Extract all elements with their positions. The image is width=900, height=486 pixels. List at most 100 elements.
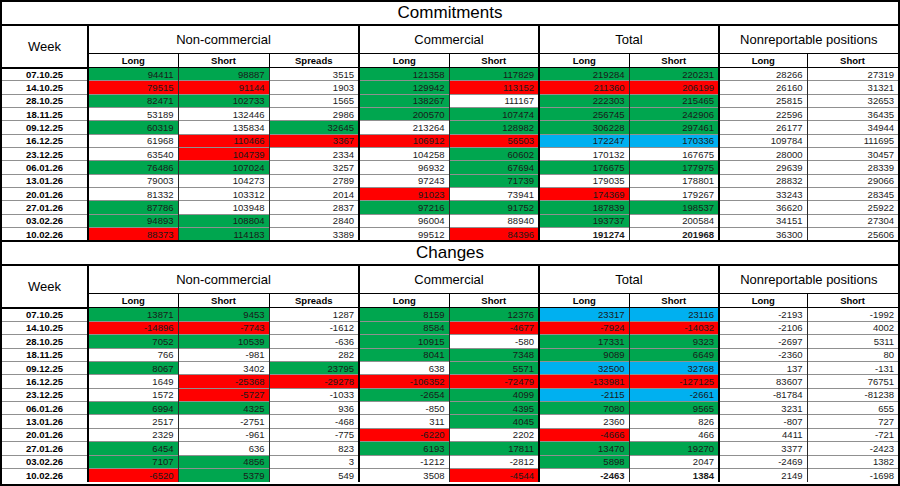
value-cell: 4395 [449, 402, 539, 415]
value-cell: 826 [629, 415, 719, 428]
value-cell: 222303 [539, 94, 629, 107]
column-group-total: Total [539, 25, 719, 54]
value-cell: 29639 [719, 161, 807, 174]
value-cell: 2329 [88, 428, 178, 441]
value-cell: 106912 [359, 134, 449, 147]
value-cell: 17331 [539, 335, 629, 348]
value-cell: 5898 [539, 455, 629, 468]
value-cell: 138267 [359, 94, 449, 107]
value-cell: -807 [719, 415, 807, 428]
value-cell: 113152 [449, 81, 539, 94]
value-cell: 88373 [88, 228, 178, 241]
column-group-commercial: Commercial [359, 265, 539, 294]
value-cell: 32653 [807, 94, 898, 107]
value-cell: 97243 [359, 174, 449, 187]
column-group-total: Total [539, 265, 719, 294]
column-header-long: Long [539, 293, 629, 307]
value-cell: 2360 [539, 415, 629, 428]
value-cell: 25922 [807, 201, 898, 214]
value-cell: 8584 [359, 321, 449, 334]
value-cell: 1903 [269, 81, 359, 94]
value-cell: 9089 [539, 348, 629, 361]
value-cell: -131 [807, 361, 898, 374]
value-cell: 1572 [88, 388, 178, 401]
value-cell: 6649 [629, 348, 719, 361]
value-cell: 96004 [359, 214, 449, 227]
value-cell: 111695 [807, 134, 898, 147]
week-cell: 20.01.26 [2, 188, 88, 201]
value-cell: 1287 [269, 308, 359, 321]
value-cell: 4099 [449, 388, 539, 401]
value-cell: 8041 [359, 348, 449, 361]
table-row: 28.10.2582471102733156513826711116722230… [2, 94, 898, 107]
value-cell: -2463 [539, 468, 629, 482]
table-row: 09.12.2560319135834326452132641289823062… [2, 121, 898, 134]
week-cell: 16.12.25 [2, 375, 88, 388]
value-cell: 17811 [449, 442, 539, 455]
value-cell: 91144 [178, 81, 269, 94]
value-cell: 79003 [88, 174, 178, 187]
value-cell: 67694 [449, 161, 539, 174]
column-header-short: Short [807, 53, 898, 67]
value-cell: -29278 [269, 375, 359, 388]
value-cell: 1649 [88, 375, 178, 388]
value-cell: -2115 [539, 388, 629, 401]
commitments-title: Commitments [2, 2, 898, 25]
value-cell: 25815 [719, 94, 807, 107]
value-cell: -6520 [88, 468, 178, 482]
value-cell: 191274 [539, 228, 629, 241]
value-cell: 132446 [178, 108, 269, 121]
value-cell: 2789 [269, 174, 359, 187]
column-group-non-commercial: Non-commercial [88, 265, 359, 294]
value-cell: 26177 [719, 121, 807, 134]
value-cell: 3515 [269, 68, 359, 81]
value-cell: 282 [269, 348, 359, 361]
value-cell: 104739 [178, 148, 269, 161]
value-cell: 6454 [88, 442, 178, 455]
value-cell: 7348 [449, 348, 539, 361]
value-cell: 2837 [269, 201, 359, 214]
value-cell: 187839 [539, 201, 629, 214]
week-cell: 10.02.26 [2, 228, 88, 241]
value-cell: -2751 [178, 415, 269, 428]
value-cell: 103312 [178, 188, 269, 201]
value-cell: 7052 [88, 335, 178, 348]
value-cell: 2840 [269, 214, 359, 227]
value-cell: 76751 [807, 375, 898, 388]
value-cell: 6193 [359, 442, 449, 455]
value-cell: 219284 [539, 68, 629, 81]
value-cell: -81784 [719, 388, 807, 401]
value-cell: 215465 [629, 94, 719, 107]
value-cell: 206199 [629, 81, 719, 94]
value-cell: 193737 [539, 214, 629, 227]
value-cell: 201968 [629, 228, 719, 241]
value-cell: 177975 [629, 161, 719, 174]
week-cell: 27.01.26 [2, 442, 88, 455]
value-cell: 4325 [178, 402, 269, 415]
value-cell: 200570 [359, 108, 449, 121]
value-cell: 108804 [178, 214, 269, 227]
value-cell: -961 [178, 428, 269, 441]
table-row: 09.12.2580673402237956385571325003276813… [2, 361, 898, 374]
value-cell: 3367 [269, 134, 359, 147]
value-cell: 103948 [178, 201, 269, 214]
value-cell: 5311 [807, 335, 898, 348]
value-cell: 23795 [269, 361, 359, 374]
value-cell: 13470 [539, 442, 629, 455]
value-cell: 135834 [178, 121, 269, 134]
table-row: 13.01.2679003104273278997243717391790351… [2, 174, 898, 187]
table-row: 27.01.2664546368236193178111347019270337… [2, 442, 898, 455]
value-cell: 4002 [807, 321, 898, 334]
value-cell: -72479 [449, 375, 539, 388]
value-cell: -7924 [539, 321, 629, 334]
column-header-long: Long [719, 53, 807, 67]
value-cell: 2986 [269, 108, 359, 121]
value-cell: 1382 [807, 455, 898, 468]
column-header-short: Short [449, 53, 539, 67]
value-cell: -106352 [359, 375, 449, 388]
value-cell: 27319 [807, 68, 898, 81]
value-cell: 96932 [359, 161, 449, 174]
value-cell: 823 [269, 442, 359, 455]
value-cell: 102733 [178, 94, 269, 107]
value-cell: 3389 [269, 228, 359, 241]
